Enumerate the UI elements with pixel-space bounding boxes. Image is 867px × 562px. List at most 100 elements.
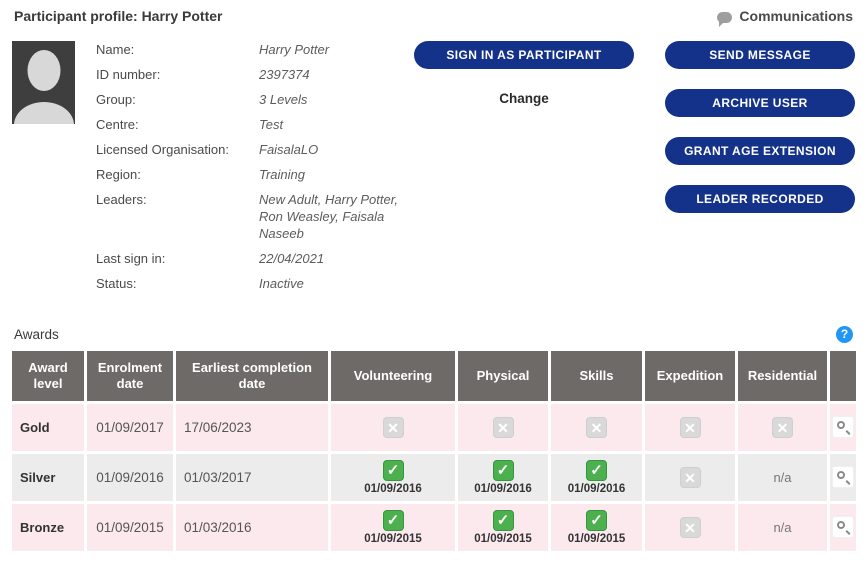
section-completion-date: 01/09/2016 xyxy=(364,483,422,495)
field-label: ID number: xyxy=(96,67,161,82)
earliest-completion-date-cell: 17/06/2023 xyxy=(176,404,328,451)
archive-user-button[interactable]: ARCHIVE USER xyxy=(665,89,855,117)
physical-cell: ✓ 01/09/2015 xyxy=(458,504,548,551)
row-detail-cell xyxy=(830,454,856,501)
cross-icon: ✕ xyxy=(679,517,701,538)
skills-cell: ✓ 01/09/2015 xyxy=(551,504,642,551)
section-completion-date: 01/09/2015 xyxy=(567,533,626,545)
change-group-link[interactable]: Change xyxy=(499,91,549,106)
field-label: Last sign in: xyxy=(96,251,166,266)
field-value: FaisalaLO xyxy=(259,142,319,157)
check-icon: ✓ xyxy=(586,510,607,531)
award-row: Silver 01/09/2016 01/03/2017 ✓ 01/09/2016 ✓ 01… xyxy=(12,454,856,501)
field-row: Region: Training xyxy=(96,166,408,183)
communications-label: Communications xyxy=(739,8,853,24)
magnifier-icon xyxy=(837,470,845,479)
residential-cell: ✕ xyxy=(738,404,827,451)
field-row: Name: Harry Potter xyxy=(96,41,408,58)
top-bar: Participant profile: Harry Potter Commun… xyxy=(12,6,855,27)
field-value: 22/04/2021 xyxy=(259,251,325,266)
earliest-completion-date-cell: 01/03/2017 xyxy=(176,454,328,501)
expedition-cell: ✕ xyxy=(645,454,735,501)
leader-recorded-button[interactable]: LEADER RECORDED xyxy=(665,185,855,213)
profile-fields: Name: Harry Potter ID number: 2397374 Group:… xyxy=(96,41,408,300)
physical-cell: ✓ 01/09/2016 xyxy=(458,454,548,501)
column-header: Award level xyxy=(12,351,84,401)
grant-age-extension-button[interactable]: GRANT AGE EXTENSION xyxy=(665,137,855,165)
view-award-details-button[interactable] xyxy=(832,465,854,488)
communications-link[interactable]: Communications xyxy=(717,8,853,27)
field-row: Leaders: New Adult, Harry Potter, Ron Wea… xyxy=(96,191,408,242)
speech-bubble-icon xyxy=(717,11,733,27)
award-level-cell: Silver xyxy=(12,454,84,501)
profile-middle-column: SIGN IN AS PARTICIPANT Change xyxy=(408,41,640,300)
skills-cell: ✓ 01/09/2016 xyxy=(551,454,642,501)
field-value: Test xyxy=(259,117,284,132)
cross-icon: ✕ xyxy=(679,467,701,488)
profile-section: Name: Harry Potter ID number: 2397374 Group:… xyxy=(12,41,855,300)
field-value: Inactive xyxy=(259,276,304,291)
awards-header: Awards ? xyxy=(12,326,855,343)
view-award-details-button[interactable] xyxy=(832,515,854,538)
check-icon: ✓ xyxy=(492,460,514,481)
sign-in-as-participant-button[interactable]: SIGN IN AS PARTICIPANT xyxy=(414,41,634,69)
view-award-details-button[interactable] xyxy=(832,415,854,438)
cross-icon: ✕ xyxy=(492,417,514,438)
page-title: Participant profile: Harry Potter xyxy=(14,8,223,24)
column-header xyxy=(830,351,856,401)
volunteering-cell: ✓ 01/09/2015 xyxy=(331,504,455,551)
field-label: Licensed Organisation: xyxy=(96,142,229,157)
row-detail-cell xyxy=(830,504,856,551)
field-value: New Adult, Harry Potter, Ron Weasley, Fa… xyxy=(259,192,398,241)
enrolment-date-cell: 01/09/2015 xyxy=(87,504,173,551)
volunteering-cell: ✕ xyxy=(331,404,455,451)
check-icon: ✓ xyxy=(382,510,404,531)
earliest-completion-date-cell: 01/03/2016 xyxy=(176,504,328,551)
avatar xyxy=(12,41,75,124)
cross-icon: ✕ xyxy=(586,417,607,438)
residential-cell: n/a xyxy=(738,454,827,501)
column-header: Enrolment date xyxy=(87,351,173,401)
skills-cell: ✕ xyxy=(551,404,642,451)
awards-table-header-row: Award level Enrolment date Earliest comple… xyxy=(12,351,856,401)
cross-icon: ✕ xyxy=(772,417,793,438)
send-message-button[interactable]: SEND MESSAGE xyxy=(665,41,855,69)
field-label: Region: xyxy=(96,167,141,182)
field-row: Licensed Organisation: FaisalaLO xyxy=(96,141,408,158)
awards-title: Awards xyxy=(14,327,59,342)
field-row: Status: Inactive xyxy=(96,275,408,292)
enrolment-date-cell: 01/09/2016 xyxy=(87,454,173,501)
section-completion-date: 01/09/2016 xyxy=(567,483,626,495)
section-completion-date: 01/09/2016 xyxy=(474,483,532,495)
not-applicable-label: n/a xyxy=(773,470,792,485)
not-applicable-label: n/a xyxy=(773,520,792,535)
field-row: Group: 3 Levels xyxy=(96,91,408,108)
section-completion-date: 01/09/2015 xyxy=(474,533,532,545)
expedition-cell: ✕ xyxy=(645,404,735,451)
column-header: Earliest completion date xyxy=(176,351,328,401)
award-level-cell: Bronze xyxy=(12,504,84,551)
avatar-head-shape xyxy=(27,50,60,91)
column-header: Volunteering xyxy=(331,351,455,401)
column-header: Expedition xyxy=(645,351,735,401)
check-icon: ✓ xyxy=(586,460,607,481)
residential-cell: n/a xyxy=(738,504,827,551)
award-row: Bronze 01/09/2015 01/03/2016 ✓ 01/09/2015 ✓ 01… xyxy=(12,504,856,551)
column-header: Physical xyxy=(458,351,548,401)
expedition-cell: ✕ xyxy=(645,504,735,551)
field-value: 2397374 xyxy=(259,67,310,82)
cross-icon: ✕ xyxy=(382,417,404,438)
physical-cell: ✕ xyxy=(458,404,548,451)
field-row: Last sign in: 22/04/2021 xyxy=(96,250,408,267)
avatar-shoulders-shape xyxy=(13,102,74,124)
awards-table-body: Gold 01/09/2017 17/06/2023 ✕ ✕ ✕ ✕ ✕ Silver 01/09… xyxy=(12,404,856,551)
check-icon: ✓ xyxy=(382,460,404,481)
help-icon[interactable]: ? xyxy=(836,326,853,343)
award-level-cell: Gold xyxy=(12,404,84,451)
field-label: Status: xyxy=(96,276,137,291)
field-row: ID number: 2397374 xyxy=(96,66,408,83)
check-icon: ✓ xyxy=(492,510,514,531)
field-label: Name: xyxy=(96,42,135,57)
enrolment-date-cell: 01/09/2017 xyxy=(87,404,173,451)
field-row: Centre: Test xyxy=(96,116,408,133)
